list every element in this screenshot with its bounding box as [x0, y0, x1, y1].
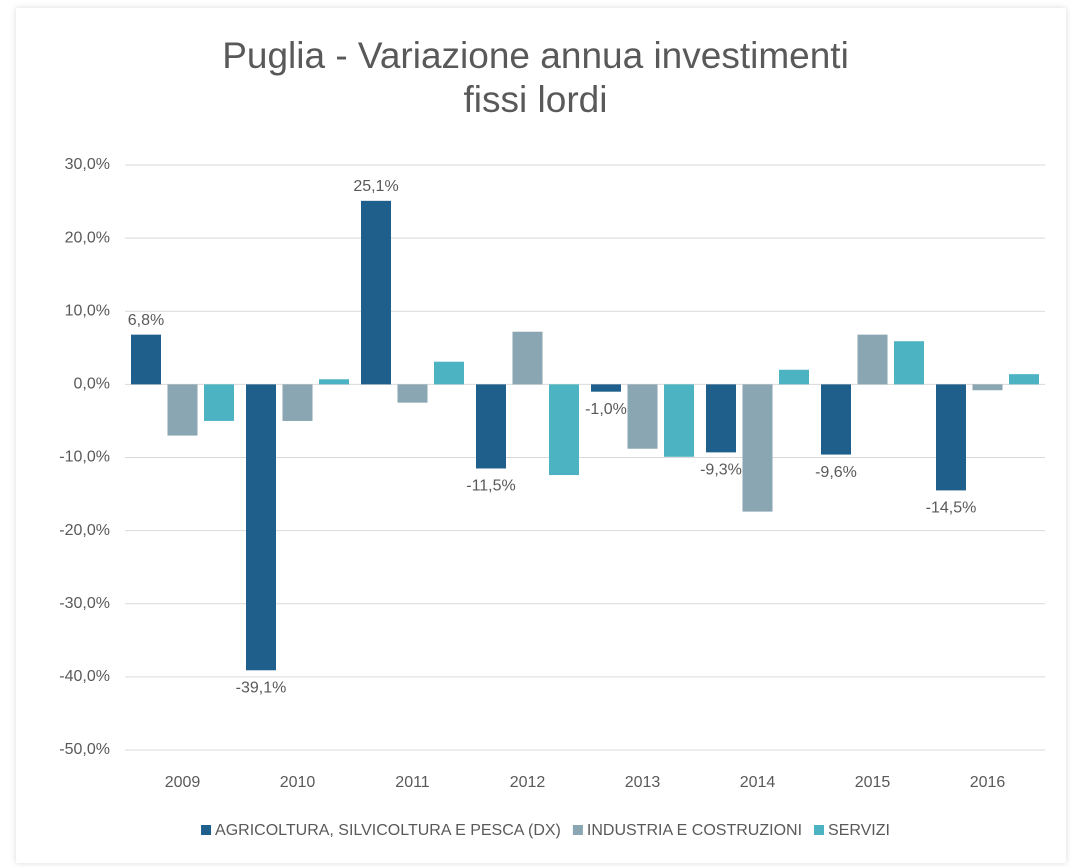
y-tick-label: -40,0%	[59, 668, 110, 685]
bar	[476, 384, 506, 469]
data-label: -39,1%	[236, 680, 287, 697]
data-label: -14,5%	[926, 500, 977, 517]
bar	[857, 334, 888, 385]
legend-label: SERVIZI	[828, 822, 890, 839]
y-tick-label: 30,0%	[65, 156, 110, 173]
legend-swatch	[201, 825, 212, 835]
data-label: -1,0%	[585, 401, 627, 418]
y-tick-label: -30,0%	[59, 595, 110, 612]
y-tick-label: -50,0%	[59, 741, 110, 758]
x-tick-label: 2015	[855, 774, 891, 791]
bar	[1009, 374, 1039, 385]
bar	[549, 384, 579, 476]
bar	[167, 384, 198, 436]
y-tick-label: 0,0%	[74, 376, 110, 393]
bar	[779, 369, 809, 385]
y-tick-label: -20,0%	[59, 522, 110, 539]
y-tick-label: -10,0%	[59, 449, 110, 466]
legend-swatch	[814, 825, 825, 835]
bar	[131, 334, 161, 385]
x-tick-label: 2010	[280, 774, 316, 791]
data-label: -9,3%	[700, 462, 742, 479]
bar	[361, 200, 391, 385]
bar	[319, 379, 349, 385]
bar	[894, 341, 924, 385]
bar	[434, 361, 464, 385]
y-tick-label: 10,0%	[65, 302, 110, 319]
legend-swatch	[572, 825, 583, 835]
bar	[591, 384, 621, 392]
bar	[282, 384, 313, 421]
y-tick-label: 20,0%	[65, 229, 110, 246]
bar	[397, 384, 428, 403]
chart-title: Puglia - Variazione annua investimenti f…	[222, 35, 849, 120]
legend-label: AGRICOLTURA, SILVICOLTURA E PESCA (DX)	[215, 822, 561, 839]
bar	[512, 331, 543, 385]
bar	[821, 384, 851, 455]
x-tick-label: 2011	[395, 774, 430, 791]
data-label: -9,6%	[815, 464, 857, 481]
data-label: 25,1%	[353, 178, 398, 195]
x-tick-label: 2014	[740, 774, 776, 791]
bar	[742, 384, 773, 512]
data-label: -11,5%	[466, 478, 516, 495]
bar	[204, 384, 234, 421]
bar	[664, 384, 694, 457]
legend-label: INDUSTRIA E COSTRUZIONI	[587, 822, 802, 839]
x-tick-label: 2012	[510, 774, 546, 791]
bar	[706, 384, 736, 453]
x-tick-label: 2009	[165, 774, 201, 791]
bar	[936, 384, 966, 491]
bar	[972, 384, 1003, 391]
x-tick-label: 2016	[970, 774, 1006, 791]
bar	[627, 384, 658, 449]
x-tick-label: 2013	[625, 774, 661, 791]
bar	[246, 384, 276, 671]
data-label: 6,8%	[128, 312, 164, 329]
